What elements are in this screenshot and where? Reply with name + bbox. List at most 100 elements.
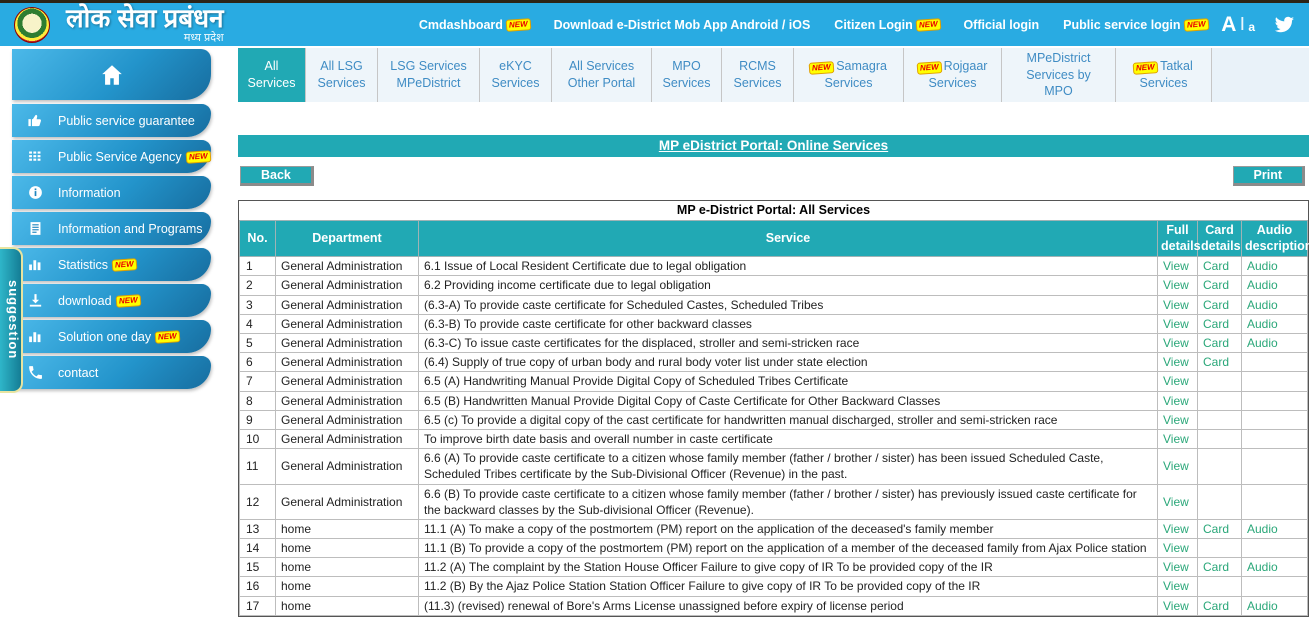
view-link[interactable]: View	[1163, 355, 1189, 370]
department-cell: home	[275, 518, 419, 540]
new-badge: NEW	[112, 258, 137, 271]
tab-rcms-services[interactable]: RCMS Services	[722, 48, 794, 102]
card-link-cell: Card	[1197, 275, 1242, 296]
audio-link[interactable]: Audio	[1247, 297, 1278, 312]
card-link-cell: Card	[1197, 352, 1242, 373]
tab-label: RCMS Services	[733, 59, 782, 90]
table-row: 13 home 11.1 (A) To make a copy of the pos…	[239, 518, 1308, 540]
card-link[interactable]: Card	[1203, 521, 1230, 536]
card-link[interactable]: Card	[1203, 560, 1230, 575]
tab-all-services[interactable]: All Services	[238, 48, 306, 102]
col-header-department: Department	[275, 219, 419, 258]
row-number-cell: 9	[239, 409, 276, 430]
card-link-cell: Card	[1197, 294, 1242, 315]
view-link[interactable]: View	[1163, 412, 1189, 427]
audio-link[interactable]: Audio	[1247, 278, 1278, 293]
view-link[interactable]: View	[1163, 393, 1189, 408]
view-link-cell: View	[1157, 538, 1198, 559]
audio-link-cell: Audio	[1241, 313, 1308, 335]
header-link-download-e-district-mob-app-android-ios[interactable]: Download e-District Mob App Android / iO…	[554, 18, 811, 32]
card-link-cell: Card	[1197, 313, 1242, 335]
sidebar-item-information-and-programs[interactable]: Information and Programs	[12, 212, 211, 245]
sidebar-item-contact[interactable]: contact	[12, 356, 211, 389]
view-link[interactable]: View	[1163, 560, 1189, 575]
audio-link[interactable]: Audio	[1247, 316, 1278, 331]
print-button[interactable]: Print	[1232, 166, 1305, 186]
department-cell: General Administration	[275, 448, 419, 485]
card-link[interactable]: Card	[1203, 355, 1230, 370]
tab-all-services-other-portal[interactable]: All Services Other Portal	[552, 48, 652, 102]
view-link[interactable]: View	[1163, 521, 1189, 536]
card-link[interactable]: Card	[1203, 297, 1230, 312]
card-link[interactable]: Card	[1203, 278, 1230, 293]
sidebar-item-statistics[interactable]: Statistics NEW	[12, 248, 211, 281]
audio-link-cell	[1241, 371, 1308, 392]
tab-tatkal-services[interactable]: NEW Tatkal Services	[1116, 48, 1212, 102]
service-cell: 11.1 (B) To provide a copy of the postmo…	[418, 538, 1158, 559]
tab-rojgaar-services[interactable]: NEW Rojgaar Services	[904, 48, 1002, 102]
sidebar-item-home[interactable]	[12, 49, 211, 100]
audio-link-cell: Audio	[1241, 557, 1308, 578]
view-link[interactable]: View	[1163, 278, 1189, 293]
view-link[interactable]: View	[1163, 494, 1189, 509]
sidebar-item-information[interactable]: Information	[12, 176, 211, 209]
col-header-no: No.	[239, 219, 276, 258]
card-link[interactable]: Card	[1203, 336, 1230, 350]
sidebar-item-solution-one-day[interactable]: Solution one day NEW	[12, 320, 211, 353]
row-number-cell: 1	[239, 256, 276, 277]
tab-samagra-services[interactable]: NEW Samagra Services	[794, 48, 904, 102]
twitter-icon[interactable]	[1273, 14, 1295, 36]
tab-label: Tatkal Services	[1139, 59, 1193, 90]
card-link[interactable]: Card	[1203, 316, 1230, 331]
new-badge: NEW	[809, 62, 834, 74]
back-button[interactable]: Back	[240, 166, 314, 186]
font-size-small[interactable]: a	[1248, 20, 1255, 34]
audio-link-cell	[1241, 428, 1308, 450]
department-cell: General Administration	[275, 371, 419, 392]
audio-link[interactable]: Audio	[1247, 259, 1278, 274]
view-link[interactable]: View	[1163, 598, 1189, 613]
card-link[interactable]: Card	[1203, 259, 1230, 274]
audio-link[interactable]: Audio	[1247, 336, 1278, 350]
view-link[interactable]: View	[1163, 431, 1189, 446]
view-link[interactable]: View	[1163, 259, 1189, 274]
card-link[interactable]: Card	[1203, 598, 1230, 613]
view-link[interactable]: View	[1163, 541, 1189, 556]
card-link-cell: Card	[1197, 332, 1242, 354]
audio-link[interactable]: Audio	[1247, 598, 1278, 613]
header-link-official-login[interactable]: Official login	[963, 18, 1039, 32]
page-title: MP eDistrict Portal: Online Services	[658, 138, 889, 153]
sidebar-item-label: contact	[58, 365, 99, 380]
view-link[interactable]: View	[1163, 336, 1189, 350]
view-link[interactable]: View	[1163, 374, 1189, 389]
audio-link-cell: Audio	[1241, 294, 1308, 315]
font-size-large[interactable]: A	[1221, 13, 1237, 36]
sidebar-item-public-service-agency[interactable]: Public Service Agency NEW	[12, 140, 211, 173]
tab-all-lsg-services[interactable]: All LSG Services	[306, 48, 378, 102]
header-link-public-service-login[interactable]: Public service login NEW	[1063, 18, 1208, 32]
card-link-cell	[1197, 483, 1242, 520]
audio-link[interactable]: Audio	[1247, 521, 1278, 536]
view-link[interactable]: View	[1163, 579, 1189, 594]
suggestion-tab[interactable]: suggestion	[0, 247, 23, 393]
tab-label: Rojgaar Services	[928, 59, 988, 90]
brand-title: लोक सेवा प्रबंधन	[66, 3, 224, 33]
view-link[interactable]: View	[1163, 297, 1189, 312]
sidebar-item-label: Solution one day	[58, 329, 152, 344]
font-size-control[interactable]: A | a	[1221, 14, 1255, 35]
col-header-service: Service	[418, 219, 1158, 258]
header-link-citizen-login[interactable]: Citizen Login NEW	[834, 18, 940, 32]
tab-ekyc-services[interactable]: eKYC Services	[480, 48, 552, 102]
tab-mpedistrict-services-by-mpo[interactable]: MPeDistrict Services by MPO	[1002, 48, 1116, 102]
view-link[interactable]: View	[1163, 316, 1189, 331]
table-row: 1 General Administration 6.1 Issue of Loca…	[239, 256, 1308, 277]
sidebar-item-download[interactable]: download NEW	[12, 284, 211, 317]
view-link[interactable]: View	[1163, 459, 1189, 474]
view-link-cell: View	[1157, 313, 1198, 335]
header-link-cmdashboard[interactable]: Cmdashboard NEW	[419, 18, 530, 32]
tab-mpo-services[interactable]: MPO Services	[652, 48, 722, 102]
sidebar-item-public-service-guarantee[interactable]: Public service guarantee	[12, 104, 211, 137]
department-cell: home	[275, 576, 419, 597]
tab-lsg-services-mpedistrict[interactable]: LSG Services MPeDistrict	[378, 48, 480, 102]
audio-link[interactable]: Audio	[1247, 560, 1278, 575]
